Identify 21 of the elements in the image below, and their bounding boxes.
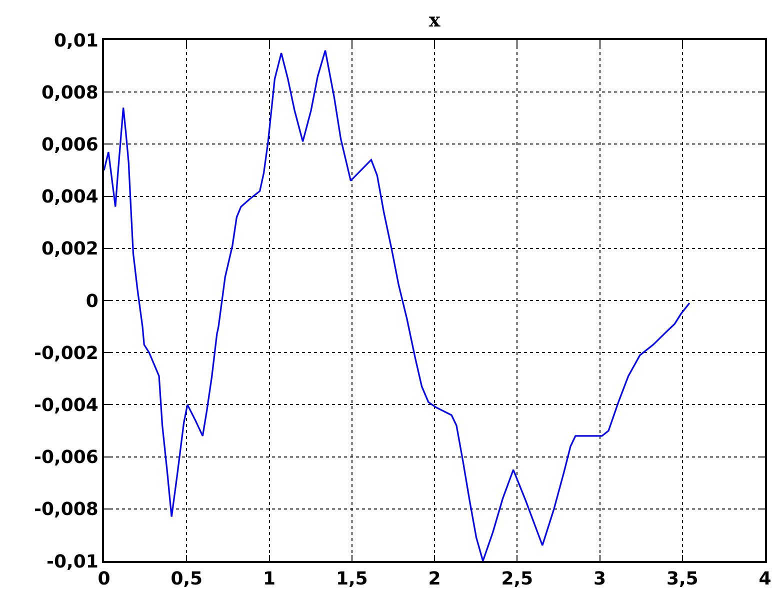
- x-tick-label: 1,5: [336, 568, 368, 590]
- y-tick-label: -0,01: [46, 551, 98, 572]
- x-tick-label: 2,5: [501, 568, 534, 590]
- y-tick-label: 0: [86, 290, 98, 312]
- x-tick-label: 3,5: [666, 568, 698, 590]
- x-tick-label: 3: [593, 568, 606, 590]
- y-tick-label: 0,004: [41, 186, 98, 208]
- y-tick-label: -0,002: [34, 342, 98, 364]
- x-tick-label: 2: [428, 568, 441, 590]
- x-tick-label: 0,5: [170, 568, 203, 590]
- chart-title: x: [428, 10, 441, 32]
- y-tick-label: -0,004: [34, 395, 98, 416]
- y-tick-label: -0,006: [34, 447, 98, 468]
- x-tick-label: 1: [262, 568, 276, 590]
- x-tick-label: 4: [758, 568, 772, 590]
- y-tick-label: 0,01: [54, 30, 98, 52]
- line-series: [104, 50, 690, 561]
- y-tick-label: 0,002: [41, 238, 98, 260]
- y-tick-label: 0,006: [41, 134, 98, 156]
- y-tick-label: -0,008: [34, 499, 98, 520]
- y-tick-label: 0,008: [41, 82, 98, 104]
